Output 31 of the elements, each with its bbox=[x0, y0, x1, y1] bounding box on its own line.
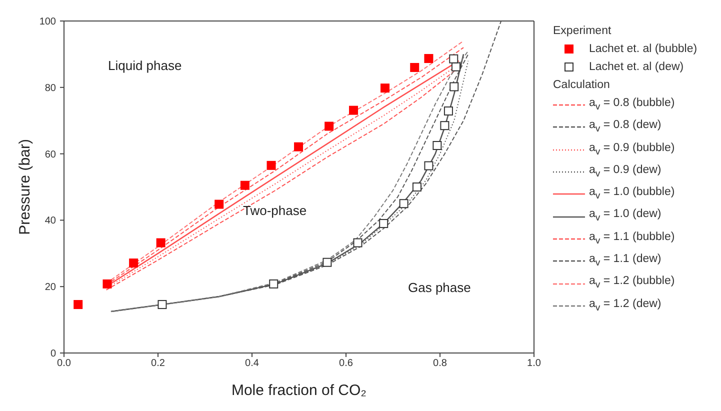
legend-label: a$_{v}$ = 1.0 (bubble) bbox=[589, 185, 675, 204]
legend-label: a$_{v}$ = 0.8 (bubble) bbox=[589, 96, 675, 114]
y-tick-label: 0 bbox=[50, 348, 56, 360]
x-tick-label: 0.0 bbox=[57, 358, 72, 370]
y-tick-label: 60 bbox=[44, 149, 56, 160]
x-axis-title: Mole fraction of CO₂ bbox=[231, 382, 367, 399]
legend-label: a$_{v}$ = 0.9 (bubble) bbox=[589, 140, 675, 159]
y-tick-label: 80 bbox=[44, 82, 56, 94]
x-tick-label: 0.8 bbox=[433, 358, 448, 370]
legend-label: Lachet et. al (dew) bbox=[589, 60, 684, 75]
x-tick-label: 0.6 bbox=[339, 358, 354, 370]
legend-label: a$_{v}$ = 1.2 (dew) bbox=[589, 296, 662, 315]
text: Calculation bbox=[553, 78, 611, 93]
annotation: Gas phase bbox=[408, 280, 471, 295]
y-tick-label: 40 bbox=[44, 216, 56, 227]
legend-label: a$_{v}$ = 1.1 (dew) bbox=[589, 252, 662, 270]
legend-label: Lachet et. al (bubble) bbox=[589, 42, 698, 57]
legend-label: a$_{v}$ = 1.2 (bubble) bbox=[589, 274, 675, 293]
y-tick-label: 100 bbox=[39, 16, 56, 28]
text: Experiment bbox=[553, 24, 612, 39]
x-tick-label: 0.4 bbox=[245, 358, 260, 370]
legend-label: a$_{v}$ = 0.8 (dew) bbox=[589, 118, 662, 137]
x-tick-label: 1.0 bbox=[527, 358, 542, 370]
y-axis-title: Pressure (bar) bbox=[16, 139, 34, 235]
legend-label: a$_{v}$ = 1.1 (bubble) bbox=[589, 230, 675, 248]
x-tick-label: 0.2 bbox=[151, 358, 166, 370]
annotation: Two-phase bbox=[243, 203, 307, 218]
y-tick-label: 20 bbox=[44, 282, 56, 294]
annotation: Liquid phase bbox=[108, 58, 182, 73]
legend-label: a$_{v}$ = 1.0 (dew) bbox=[589, 207, 662, 226]
legend-label: a$_{v}$ = 0.9 (dew) bbox=[589, 162, 662, 182]
